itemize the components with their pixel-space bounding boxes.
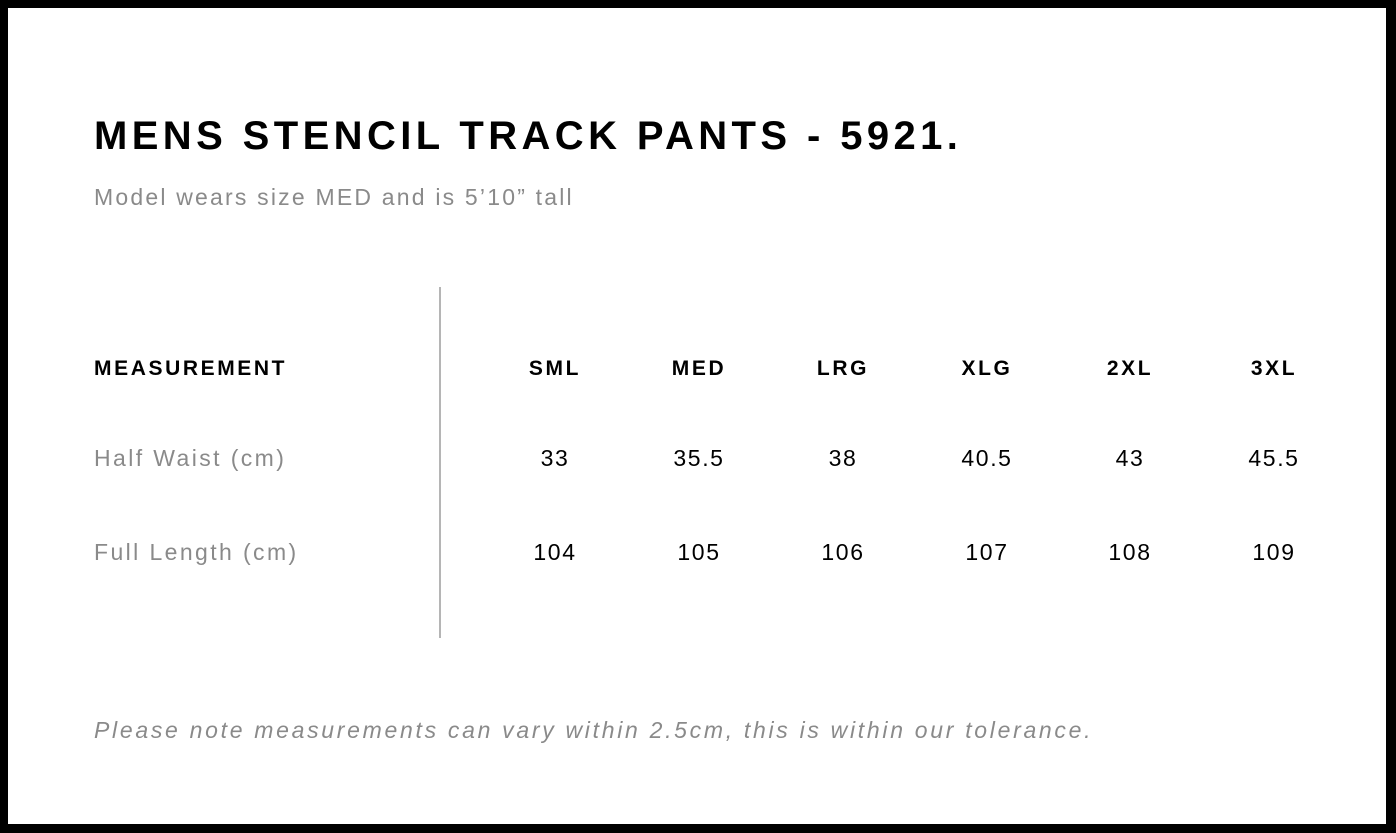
size-chart-card: MENS STENCIL TRACK PANTS - 5921. Model w… [8, 8, 1386, 824]
table-cell: 43 [1115, 445, 1145, 471]
row-label: Full Length (cm) [94, 539, 299, 565]
size-header-2xl: 2XL [1106, 357, 1154, 380]
table-cell: 108 [1108, 539, 1152, 565]
measurement-header: MEASUREMENT [94, 357, 288, 380]
size-header-xlg: XLG [961, 357, 1013, 380]
table-cell: 38 [828, 445, 858, 471]
table-cell: 107 [965, 539, 1009, 565]
row-label: Half Waist (cm) [94, 445, 287, 471]
tolerance-note: Please note measurements can vary within… [94, 717, 1094, 743]
size-header-med: MED [671, 357, 727, 380]
column-divider [439, 287, 441, 638]
table-cell: 35.5 [673, 445, 725, 471]
table-cell: 109 [1252, 539, 1296, 565]
model-info: Model wears size MED and is 5’10” tall [94, 184, 574, 210]
size-header-lrg: LRG [816, 357, 870, 380]
table-cell: 33 [540, 445, 570, 471]
table-cell: 45.5 [1248, 445, 1300, 471]
size-header-sml: SML [528, 357, 582, 380]
table-cell: 40.5 [961, 445, 1013, 471]
page-title: MENS STENCIL TRACK PANTS - 5921. [94, 114, 963, 158]
table-cell: 106 [821, 539, 865, 565]
table-cell: 105 [677, 539, 721, 565]
table-cell: 104 [533, 539, 577, 565]
size-header-3xl: 3XL [1250, 357, 1298, 380]
